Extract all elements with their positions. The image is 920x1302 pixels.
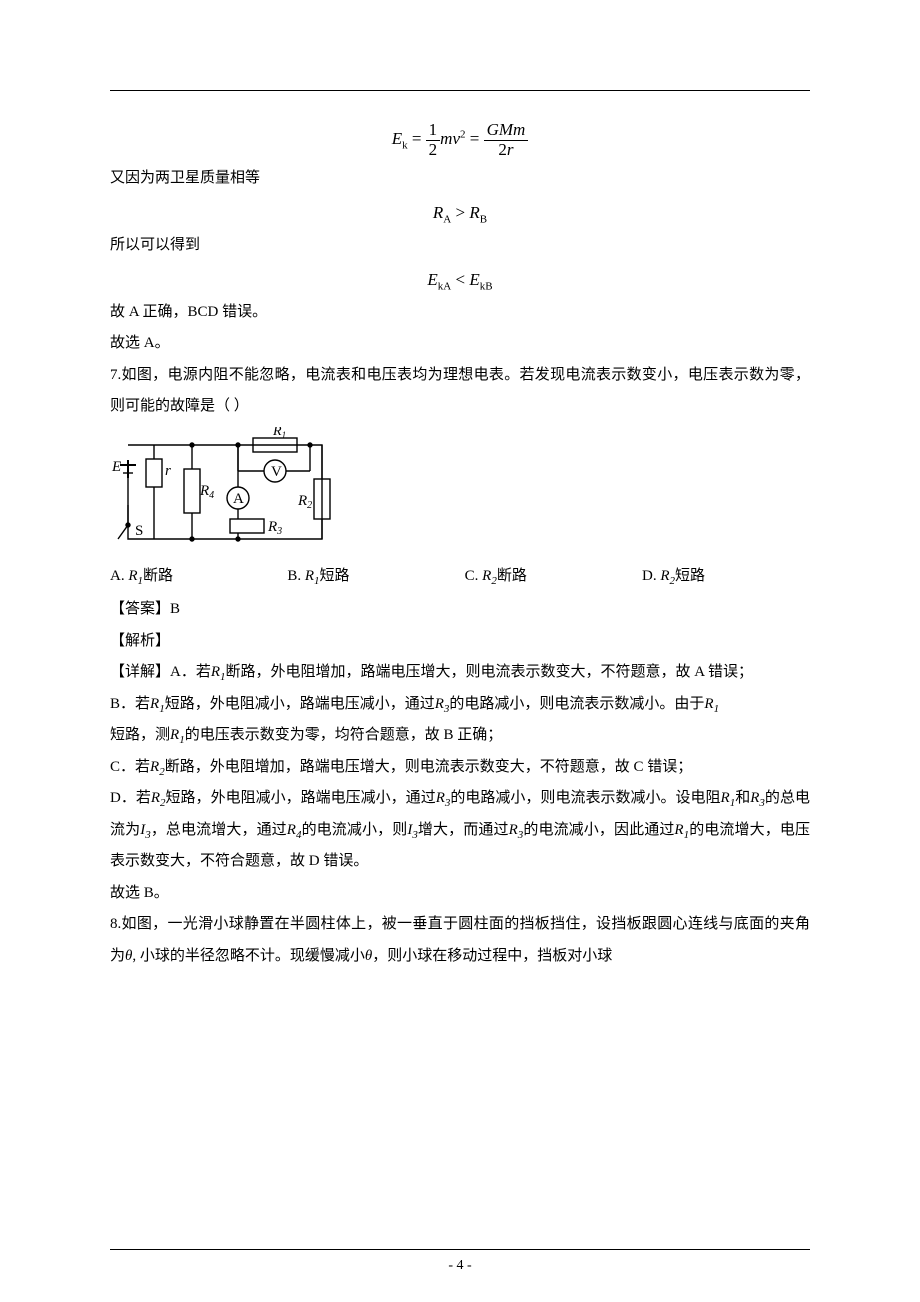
page-number: - 4 -	[0, 1251, 920, 1280]
circuit-diagram: E r S R4 R1 V A R3 R2	[110, 427, 340, 557]
text-line: 又因为两卫星质量相等	[110, 163, 810, 195]
formula-eka-ekb: EkA < EkB	[110, 266, 810, 293]
svg-text:r: r	[165, 463, 171, 479]
option-d: D. R2短路	[642, 561, 810, 593]
svg-text:A: A	[233, 491, 244, 507]
detail-a: 【详解】A．若R1断路，外电阻增加，路端电压增大，则电流表示数变大，不符题意，故…	[110, 657, 810, 689]
option-c: C. R2断路	[465, 561, 633, 593]
option-b: B. R1短路	[287, 561, 455, 593]
svg-text:S: S	[135, 523, 143, 539]
detail-c: C．若R2断路，外电阻增加，路端电压增大，则电流表示数变大，不符题意，故 C 错…	[110, 752, 810, 784]
option-a: A. R1断路	[110, 561, 278, 593]
text-line: 故选 B。	[110, 878, 810, 910]
formula-ra-rb: RA > RB	[110, 199, 810, 226]
svg-text:V: V	[271, 464, 282, 480]
detail-b-line2: 短路，测R1的电压表示数变为零，均符合题意，故 B 正确；	[110, 720, 810, 752]
svg-text:R1: R1	[272, 427, 286, 440]
detail-d-line1: D．若R2短路，外电阻减小，路端电压减小，通过R3的电路减小，则电流表示数减小。…	[110, 783, 810, 878]
answer-label: 【答案】B	[110, 594, 810, 626]
options-row: A. R1断路 B. R1短路 C. R2断路 D. R2短路	[110, 561, 810, 593]
svg-text:R3: R3	[267, 519, 282, 537]
text-line: 故选 A。	[110, 328, 810, 360]
svg-text:E: E	[111, 459, 121, 475]
explanation-label: 【解析】	[110, 626, 810, 658]
question-8: 8.如图，一光滑小球静置在半圆柱体上，被一垂直于圆柱面的挡板挡住，设挡板跟圆心连…	[110, 909, 810, 972]
formula-ek: Ek = 12mv2 = GMm2r	[110, 121, 810, 159]
question-7: 7.如图，电源内阻不能忽略，电流表和电压表均为理想电表。若发现电流表示数变小，电…	[110, 360, 810, 423]
svg-text:R2: R2	[297, 493, 312, 511]
detail-b-line1: B．若R1短路，外电阻减小，路端电压减小，通过R3的电路减小，则电流表示数减小。…	[110, 689, 810, 721]
svg-text:R4: R4	[199, 483, 214, 501]
text-line: 所以可以得到	[110, 230, 810, 262]
text-line: 故 A 正确，BCD 错误。	[110, 297, 810, 329]
